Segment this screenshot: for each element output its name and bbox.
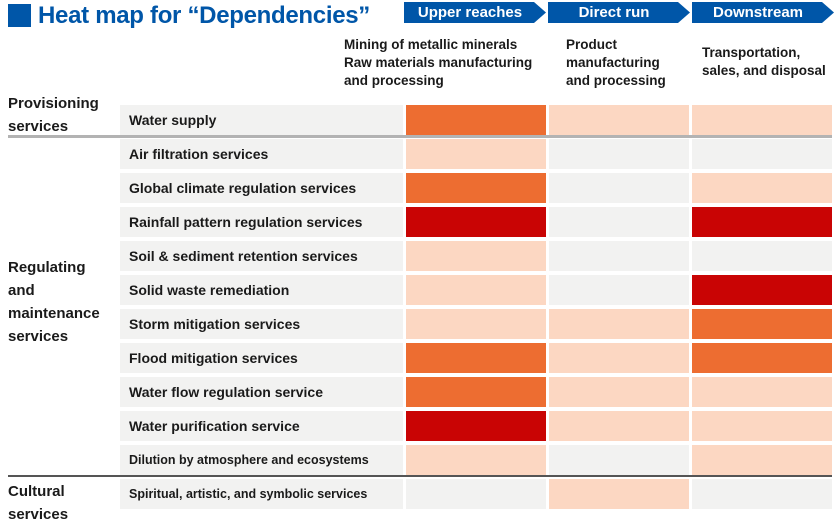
heat-cell xyxy=(406,139,546,169)
heat-cell xyxy=(549,309,689,339)
row-label: Flood mitigation services xyxy=(120,343,403,373)
heat-cell xyxy=(549,105,689,135)
row-label: Air filtration services xyxy=(120,139,403,169)
heat-cell xyxy=(549,207,689,237)
heat-cell xyxy=(406,241,546,271)
heat-cell xyxy=(692,309,832,339)
table-row: Air filtration services xyxy=(0,139,840,169)
heat-cell xyxy=(692,207,832,237)
heat-cell xyxy=(406,445,546,475)
table-row: Water supply xyxy=(0,105,840,135)
table-row: Water flow regulation service xyxy=(0,377,840,407)
row-group-regulating-maintenance-services: Regulating and maintenance services xyxy=(8,259,100,345)
column-description-upper-reaches: Mining of metallic minerals Raw material… xyxy=(344,37,533,88)
column-description-downstream: Transportation, sales, and disposal xyxy=(702,45,826,78)
heat-cell xyxy=(692,411,832,441)
table-row: Global climate regulation services xyxy=(0,173,840,203)
column-description-direct-run: Product manufacturing and processing xyxy=(566,37,666,88)
row-label: Spiritual, artistic, and symbolic servic… xyxy=(120,479,403,509)
table-row: Storm mitigation services xyxy=(0,309,840,339)
heat-cell xyxy=(406,479,546,509)
heat-cell xyxy=(549,173,689,203)
row-label: Dilution by atmosphere and ecosystems xyxy=(120,445,403,475)
table-row: Solid waste remediation xyxy=(0,275,840,305)
heat-cell xyxy=(549,139,689,169)
heat-cell xyxy=(406,275,546,305)
heat-cell xyxy=(549,343,689,373)
row-label: Soil & sediment retention services xyxy=(120,241,403,271)
heat-cell xyxy=(692,173,832,203)
table-row: Flood mitigation services xyxy=(0,343,840,373)
heat-cell xyxy=(692,105,832,135)
heat-cell xyxy=(406,105,546,135)
heat-cell xyxy=(692,241,832,271)
heat-cell xyxy=(549,241,689,271)
heat-cell xyxy=(692,377,832,407)
column-header-upper-reaches: Upper reaches xyxy=(404,2,546,23)
table-row: Rainfall pattern regulation services xyxy=(0,207,840,237)
heat-cell xyxy=(406,207,546,237)
row-group-cultural-services: Cultural services xyxy=(8,483,69,523)
column-header-direct-run: Direct run xyxy=(548,2,690,23)
heat-cell xyxy=(406,309,546,339)
heat-cell xyxy=(549,411,689,441)
table-row: Dilution by atmosphere and ecosystems xyxy=(0,445,840,475)
title-accent-square-icon xyxy=(8,4,31,27)
column-header-downstream: Downstream xyxy=(692,2,834,23)
heat-cell xyxy=(549,275,689,305)
row-label: Solid waste remediation xyxy=(120,275,403,305)
heat-cell xyxy=(692,343,832,373)
heatmap-grid: Water supply Air filtration services Glo… xyxy=(0,105,840,513)
table-row: Water purification service xyxy=(0,411,840,441)
row-label: Water purification service xyxy=(120,411,403,441)
row-group-provisioning-services: Provisioning services xyxy=(8,95,99,135)
heat-cell xyxy=(406,377,546,407)
heat-cell xyxy=(549,479,689,509)
heat-cell xyxy=(406,173,546,203)
heat-cell xyxy=(692,139,832,169)
row-label: Rainfall pattern regulation services xyxy=(120,207,403,237)
heat-cell xyxy=(692,479,832,509)
table-row: Soil & sediment retention services xyxy=(0,241,840,271)
heat-cell xyxy=(406,343,546,373)
separator-regulating-cultural xyxy=(8,475,832,477)
separator-provisioning-regulating xyxy=(8,135,832,138)
row-label: Water supply xyxy=(120,105,403,135)
row-label: Water flow regulation service xyxy=(120,377,403,407)
page-title: Heat map for “Dependencies” xyxy=(38,2,370,29)
table-row: Spiritual, artistic, and symbolic servic… xyxy=(0,479,840,509)
heat-cell xyxy=(406,411,546,441)
row-label: Storm mitigation services xyxy=(120,309,403,339)
heat-cell xyxy=(549,377,689,407)
heat-cell xyxy=(692,275,832,305)
heat-cell xyxy=(549,445,689,475)
heat-cell xyxy=(692,445,832,475)
row-label: Global climate regulation services xyxy=(120,173,403,203)
